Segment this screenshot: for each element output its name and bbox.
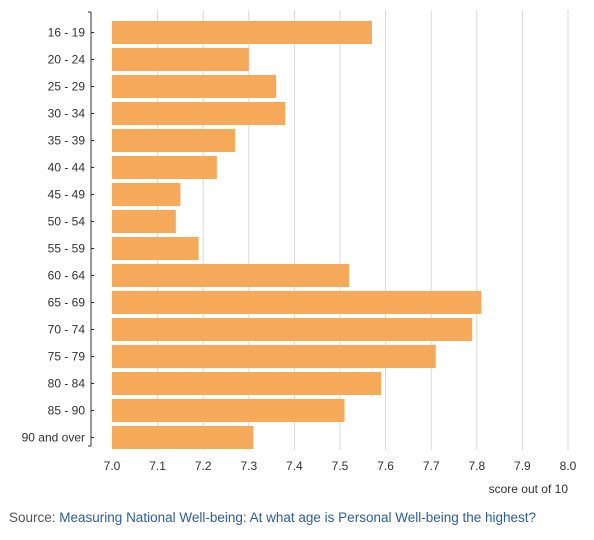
bar [112, 264, 350, 287]
y-axis: 16 - 19 20 - 24 25 - 29 30 - 34 35 - 39 40 - … [22, 11, 94, 447]
bar [112, 210, 176, 233]
x-axis: 7.0 7.1 7.2 7.3 7.4 7.5 7.6 7.7 7.8 7.9 8.0 [104, 459, 577, 473]
y-tick-label: 20 - 24 [48, 53, 86, 67]
bar [112, 48, 249, 71]
x-tick-label: 7.6 [377, 459, 394, 473]
x-tick-label: 7.8 [468, 459, 485, 473]
y-tick-label: 45 - 49 [48, 188, 86, 202]
bar [112, 237, 199, 260]
y-tick-label: 90 and over [22, 431, 85, 445]
x-tick-label: 7.1 [149, 459, 166, 473]
bar [112, 372, 382, 395]
y-tick-label: 70 - 74 [48, 323, 86, 337]
y-tick-label: 16 - 19 [48, 26, 86, 40]
bar [112, 21, 372, 44]
bar [112, 102, 286, 125]
bar [112, 426, 254, 449]
bars [112, 21, 482, 449]
y-tick-label: 35 - 39 [48, 134, 86, 148]
bar [112, 129, 236, 152]
x-axis-title: score out of 10 [489, 482, 569, 496]
y-tick-label: 30 - 34 [48, 107, 86, 121]
x-tick-label: 7.0 [104, 459, 121, 473]
bar [112, 156, 217, 179]
y-tick-label: 85 - 90 [48, 404, 86, 418]
x-tick-label: 7.5 [332, 459, 349, 473]
y-tick-label: 50 - 54 [48, 215, 86, 229]
bar [112, 291, 482, 314]
bar [112, 75, 277, 98]
x-tick-label: 7.7 [423, 459, 440, 473]
x-tick-label: 7.3 [240, 459, 257, 473]
y-tick-label: 75 - 79 [48, 350, 86, 364]
y-tick-label: 80 - 84 [48, 377, 86, 391]
bar-chart: 16 - 19 20 - 24 25 - 29 30 - 34 35 - 39 40 - … [22, 10, 577, 496]
bar [112, 318, 473, 341]
y-tick-label: 60 - 64 [48, 269, 86, 283]
y-tick-label: 55 - 59 [48, 242, 86, 256]
bar [112, 399, 345, 422]
source-prefix: Source: [9, 510, 60, 525]
y-tick-label: 40 - 44 [48, 161, 86, 175]
x-tick-label: 8.0 [560, 459, 577, 473]
source-link[interactable]: Measuring National Well-being: At what a… [59, 510, 537, 525]
x-tick-label: 7.9 [514, 459, 531, 473]
bar [112, 345, 436, 368]
bar [112, 183, 181, 206]
source-note: Source: Measuring National Well-being: A… [9, 510, 536, 525]
y-tick-label: 65 - 69 [48, 296, 86, 310]
y-tick-label: 25 - 29 [48, 80, 86, 94]
x-tick-label: 7.2 [195, 459, 212, 473]
x-tick-label: 7.4 [286, 459, 303, 473]
